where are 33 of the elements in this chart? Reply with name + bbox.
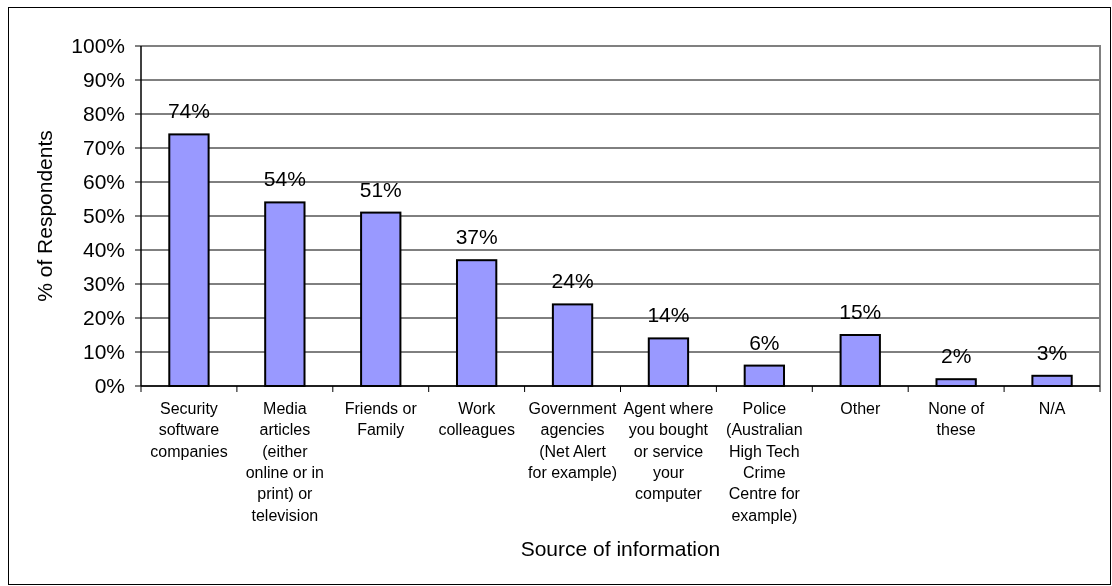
x-tick-label: None of these bbox=[928, 400, 985, 439]
x-tick-label: Friends or Family bbox=[344, 400, 418, 439]
y-tick-label: 60% bbox=[82, 170, 125, 194]
data-label: 54% bbox=[263, 167, 306, 191]
x-tick-label: N/A bbox=[1038, 400, 1066, 417]
y-tick-label: 0% bbox=[94, 374, 125, 398]
y-tick-label: 100% bbox=[71, 34, 125, 58]
data-label: 6% bbox=[749, 330, 780, 354]
y-tick-label: 90% bbox=[82, 68, 125, 92]
data-label: 24% bbox=[551, 269, 594, 293]
x-tick-label: Work colleagues bbox=[438, 400, 515, 439]
y-tick-label: 20% bbox=[82, 306, 125, 330]
y-tick-label: 50% bbox=[82, 204, 125, 228]
y-tick-label: 30% bbox=[82, 272, 125, 296]
data-label: 3% bbox=[1036, 340, 1068, 364]
y-axis-title: % of Respondents bbox=[33, 130, 56, 302]
x-tick-label: Government agencies (Net Alert for example) bbox=[528, 400, 618, 481]
x-tick-label: Other bbox=[840, 400, 881, 417]
y-tick-label: 40% bbox=[82, 238, 125, 262]
data-label: 15% bbox=[839, 300, 882, 323]
data-label: 74% bbox=[167, 99, 210, 123]
y-tick-label: 10% bbox=[82, 340, 125, 364]
data-label: 2% bbox=[940, 344, 972, 368]
data-label: 51% bbox=[359, 177, 402, 201]
x-axis-title: Source of information bbox=[520, 537, 721, 560]
y-tick-label: 80% bbox=[82, 102, 125, 126]
x-tick-label: Media articles (either online or in print) or television bbox=[245, 400, 324, 524]
x-tick-label: Security software companies bbox=[150, 400, 228, 460]
x-tick-label: Police (Australian High Tech Crime Centre for example) bbox=[726, 400, 803, 524]
data-label: 37% bbox=[455, 225, 498, 249]
y-tick-label: 70% bbox=[82, 136, 125, 160]
data-label: 14% bbox=[647, 303, 690, 327]
x-tick-label: Agent where you bought or service your computer bbox=[623, 400, 714, 503]
